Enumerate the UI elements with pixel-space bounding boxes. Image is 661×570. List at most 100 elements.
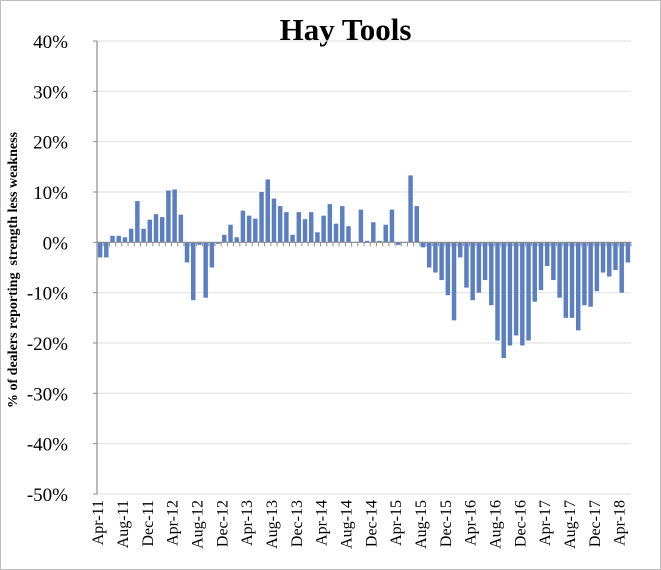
bar: [557, 242, 562, 298]
bar: [104, 242, 109, 258]
bar: [575, 242, 581, 331]
bar: [625, 242, 631, 263]
bar: [358, 209, 364, 243]
x-tick-label: Apr-15: [388, 500, 405, 546]
x-tick-label: Dec-12: [214, 500, 231, 547]
bar: [563, 242, 569, 318]
bar: [246, 215, 252, 243]
bar: [296, 212, 302, 243]
bar: [290, 234, 295, 243]
x-tick-label: Dec-11: [140, 500, 157, 547]
bar: [445, 242, 451, 296]
bar: [501, 242, 506, 359]
bar: [495, 242, 500, 341]
bar: [265, 179, 270, 243]
bar: [178, 214, 184, 243]
x-tick-label: Dec-13: [289, 500, 306, 547]
bar: [209, 242, 215, 268]
bar: [389, 209, 395, 243]
bar: [464, 242, 469, 288]
bar: [228, 224, 233, 243]
bar: [110, 235, 115, 243]
bar: [489, 242, 494, 306]
bar: [159, 217, 165, 243]
x-tick-label: Dec-16: [512, 500, 529, 547]
bar: [340, 206, 345, 243]
bar: [271, 198, 277, 243]
x-tick-label: Dec-15: [438, 500, 455, 547]
bar: [253, 218, 258, 243]
bar: [433, 242, 438, 273]
x-tick-label: Apr-14: [314, 500, 331, 546]
bar: [172, 189, 177, 243]
x-tick-label: Apr-12: [165, 500, 182, 546]
x-tick-label: Aug-17: [562, 500, 579, 549]
bar: [116, 235, 121, 243]
bar: [184, 242, 190, 263]
bar: [259, 192, 264, 243]
bar: [333, 223, 339, 243]
y-tick-label: 10%: [33, 183, 68, 204]
bar: [451, 242, 457, 321]
bar: [482, 242, 488, 281]
bar: [240, 210, 246, 243]
bar: [128, 228, 134, 243]
bar: [284, 212, 289, 243]
bar: [153, 214, 159, 243]
bar: [315, 232, 320, 243]
x-tick-label: Dec-14: [363, 500, 380, 547]
bar: [458, 242, 463, 258]
bar: [470, 242, 475, 301]
bar: [364, 240, 370, 243]
bar: [594, 242, 600, 292]
bar: [600, 242, 606, 273]
bar: [532, 242, 537, 302]
y-tick-label: -40%: [27, 435, 68, 456]
y-tick-label: -20%: [27, 334, 68, 355]
bar: [507, 242, 513, 346]
y-tick-label: -10%: [27, 284, 68, 305]
bar: [197, 242, 202, 245]
bar: [215, 242, 221, 244]
bar: [346, 226, 351, 243]
bar: [526, 242, 531, 341]
x-tick-label: Dec-17: [587, 500, 604, 547]
bar: [569, 242, 575, 318]
bar: [277, 206, 283, 243]
x-tick-label: Apr-13: [239, 500, 256, 546]
x-tick-label: Aug-12: [189, 500, 206, 549]
bar: [122, 237, 128, 243]
y-tick-label: 40%: [33, 32, 68, 53]
bar: [582, 242, 587, 306]
bar: [588, 242, 593, 307]
bar: [141, 228, 146, 243]
bar: [408, 175, 413, 243]
x-tick-label: Aug-13: [264, 500, 281, 549]
x-tick-label: Aug-16: [488, 500, 505, 549]
bar: [439, 242, 444, 281]
y-tick-label: 20%: [33, 133, 68, 154]
bar: [538, 242, 544, 291]
bar: [613, 242, 618, 271]
x-tick-label: Aug-14: [338, 500, 355, 549]
bar: [544, 242, 550, 266]
bar: [383, 224, 388, 243]
y-tick-label: 30%: [33, 82, 68, 103]
x-tick-label: Apr-11: [90, 500, 107, 545]
x-tick-label: Aug-11: [115, 500, 132, 548]
bar: [166, 190, 171, 243]
bar: [551, 242, 556, 281]
bar: [147, 219, 153, 243]
bar: [191, 242, 196, 301]
bar: [327, 204, 333, 243]
bar: [135, 201, 140, 243]
bar: [377, 240, 382, 243]
bar: [308, 212, 314, 243]
bar: [414, 206, 420, 243]
bar: [97, 242, 103, 258]
bar: [371, 222, 376, 243]
x-tick-label: Apr-17: [537, 500, 554, 546]
y-tick-label: 0%: [43, 233, 69, 254]
bar: [520, 242, 525, 346]
bar: [513, 242, 519, 336]
